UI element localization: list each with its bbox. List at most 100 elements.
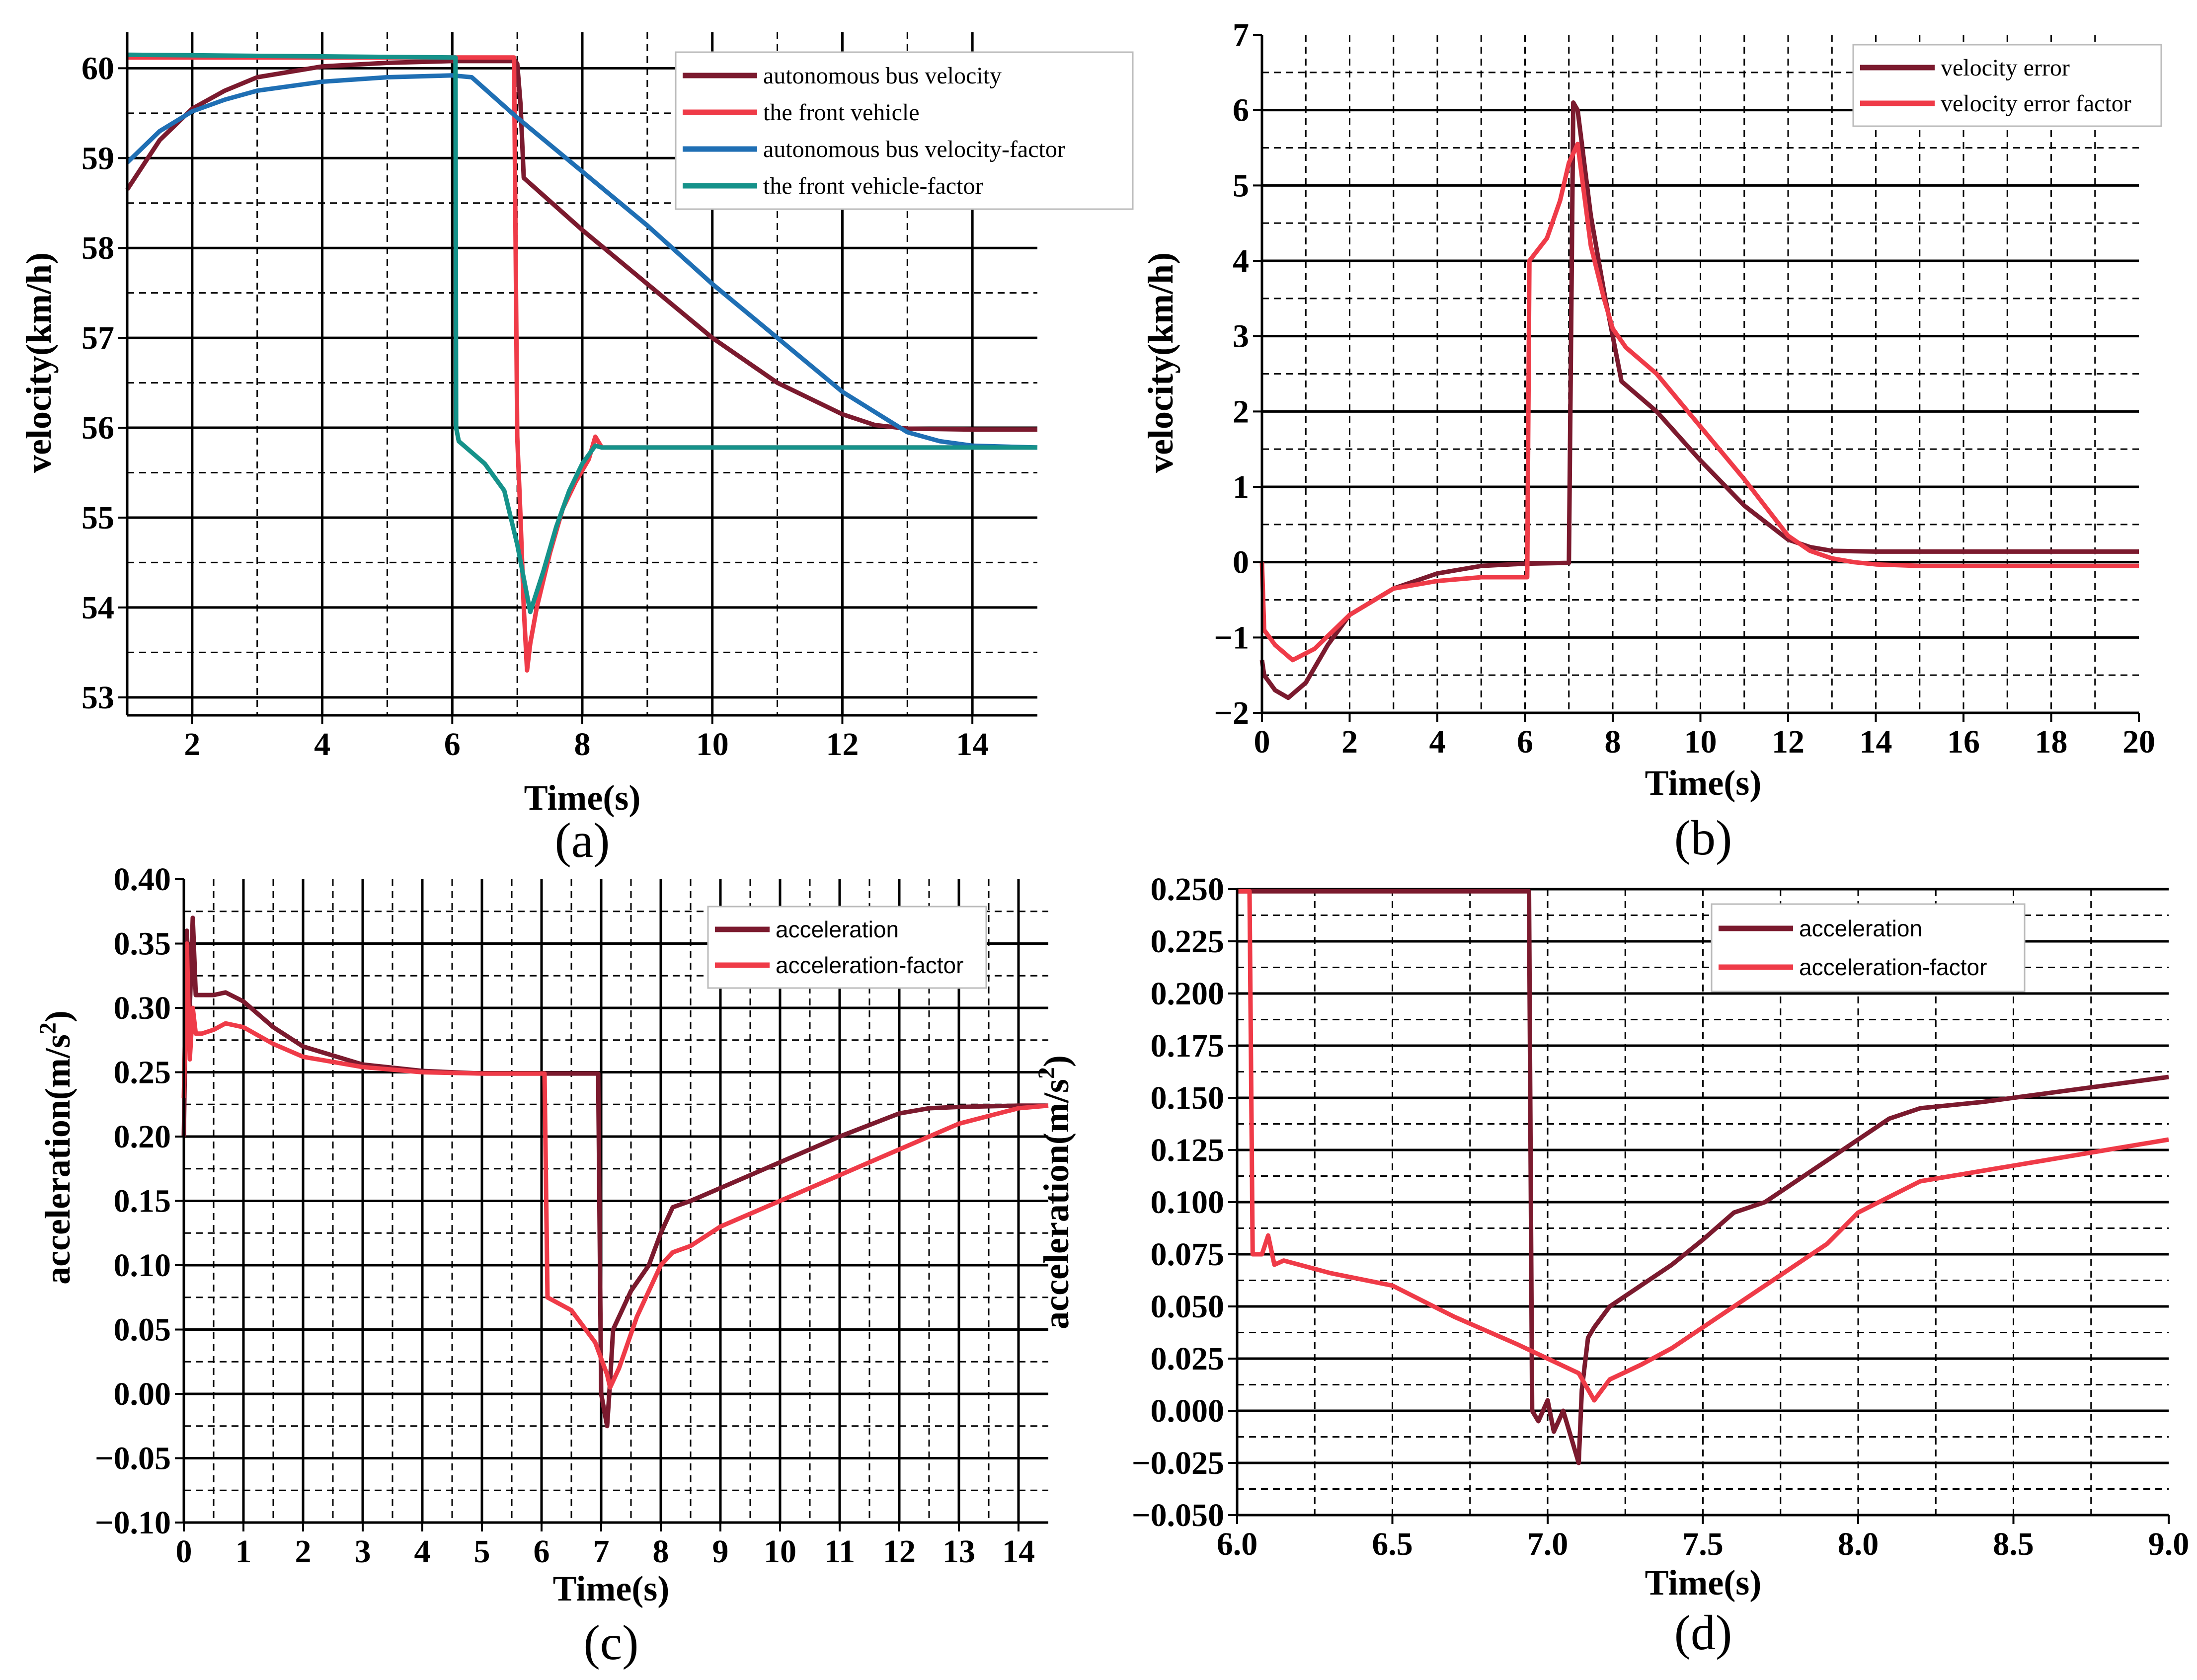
y-tick-label: −0.050 <box>1132 1497 1224 1533</box>
series-line-1 <box>1237 889 2169 1465</box>
y-tick-label: 0.025 <box>1151 1341 1225 1377</box>
x-tick-label: 8 <box>1605 724 1621 760</box>
panel-c-series <box>181 916 1049 1429</box>
y-tick-label: 7 <box>1233 17 1249 53</box>
panel-c-ylabel: acceleration(m/s2) <box>35 1010 78 1285</box>
y-tick-label: 0.200 <box>1151 976 1225 1012</box>
y-tick-label: 0.30 <box>114 990 171 1026</box>
panel-b-ylabel: velocity(km/h) <box>1141 252 1180 473</box>
series-line-2 <box>1237 889 2169 1403</box>
x-tick-label: 13 <box>942 1533 975 1570</box>
x-tick-label: 5 <box>474 1533 490 1570</box>
y-tick-label: 2 <box>1233 393 1249 430</box>
legend-label-2: the front vehicle <box>763 99 920 126</box>
x-tick-label: 8.0 <box>1838 1526 1879 1562</box>
x-tick-label: 0 <box>1254 724 1270 760</box>
x-tick-label: 14 <box>1002 1533 1035 1570</box>
panel-c-legend: acceleration acceleration-factor <box>707 906 987 989</box>
y-tick-label: 53 <box>81 680 114 716</box>
y-tick-label: 0.125 <box>1151 1132 1225 1168</box>
x-tick-label: 8 <box>653 1533 669 1570</box>
panel-c-ylabel-sup: 2 <box>35 1022 61 1034</box>
panel-a-tick-labels: 2 4 6 8 10 12 14 53 54 55 56 57 58 59 60 <box>81 50 989 763</box>
panel-d-caption: (d) <box>1674 1605 1732 1660</box>
series-line-3 <box>125 73 1038 450</box>
panel-c-ylabel-end: ) <box>38 1010 78 1022</box>
x-tick-label: 4 <box>314 726 330 763</box>
x-tick-label: 6 <box>1517 724 1533 760</box>
legend-label-1: acceleration <box>1799 916 1922 941</box>
panel-d-ylabel-end: ) <box>1036 1055 1076 1067</box>
x-tick-label: 20 <box>2122 724 2155 760</box>
x-tick-label: 2 <box>184 726 200 763</box>
y-tick-label: −0.10 <box>95 1505 171 1541</box>
x-tick-label: 0 <box>176 1533 192 1570</box>
y-tick-label: −1 <box>1214 619 1249 656</box>
x-tick-label: 10 <box>1684 724 1717 760</box>
panel-a-series <box>125 52 1038 673</box>
x-tick-label: 18 <box>2035 724 2068 760</box>
x-tick-label: 3 <box>355 1533 371 1570</box>
y-tick-label: 0.250 <box>1151 871 1225 908</box>
y-tick-label: 3 <box>1233 318 1249 355</box>
panel-d-legend: acceleration acceleration-factor <box>1711 903 2026 993</box>
x-tick-label: 2 <box>295 1533 312 1570</box>
y-tick-label: 0.100 <box>1151 1184 1225 1221</box>
series-line-2 <box>181 941 1049 1390</box>
legend-label-2: acceleration-factor <box>1799 954 1987 980</box>
panel-a-xlabel: Time(s) <box>524 778 641 818</box>
panel-d-ylabel: acceleration(m/s2) <box>1033 1055 1076 1329</box>
y-tick-label: 0.35 <box>114 926 171 962</box>
panel-c-xlabel: Time(s) <box>553 1569 670 1608</box>
x-tick-label: 8 <box>574 726 591 763</box>
x-tick-label: 2 <box>1341 724 1358 760</box>
x-tick-label: 14 <box>956 726 989 763</box>
panel-d-ylabel-sup: 2 <box>1033 1067 1060 1079</box>
y-tick-label: 60 <box>81 50 114 86</box>
legend-label-4: the front vehicle-factor <box>763 173 983 199</box>
y-tick-label: 0.15 <box>114 1183 171 1220</box>
y-tick-label: 1 <box>1233 469 1249 505</box>
x-tick-label: 7 <box>593 1533 610 1570</box>
x-tick-label: 12 <box>883 1533 916 1570</box>
x-tick-label: 16 <box>1947 724 1980 760</box>
legend-label-1: autonomous bus velocity <box>763 63 1002 89</box>
x-tick-label: 12 <box>1772 724 1805 760</box>
series-line-1 <box>125 59 1037 432</box>
panel-b-xlabel: Time(s) <box>1645 763 1762 803</box>
x-tick-label: 6 <box>444 726 461 763</box>
x-tick-label: 1 <box>235 1533 252 1570</box>
panel-c-caption: (c) <box>584 1615 639 1670</box>
y-tick-label: 5 <box>1233 167 1249 204</box>
y-tick-label: 0.050 <box>1151 1289 1225 1325</box>
legend-box <box>675 51 1134 210</box>
x-tick-label: 11 <box>824 1533 855 1570</box>
y-tick-label: 0.175 <box>1151 1028 1225 1064</box>
legend-box <box>707 906 987 989</box>
panel-b-grid <box>1262 35 2139 713</box>
panel-a-legend: autonomous bus velocity the front vehicle… <box>675 51 1134 210</box>
x-tick-label: 12 <box>826 726 859 763</box>
x-tick-label: 4 <box>414 1533 431 1570</box>
x-tick-label: 7.0 <box>1527 1526 1569 1562</box>
panel-c-tick-labels: 0 1 2 3 4 5 6 7 8 9 10 11 12 13 14−0.10−0.050.000.050.… <box>95 861 1035 1570</box>
y-tick-label: 0.225 <box>1151 923 1225 960</box>
panel-b-legend: velocity error velocity error factor <box>1852 44 2162 127</box>
y-tick-label: 0.25 <box>114 1055 171 1091</box>
panel-c-chart: 0 1 2 3 4 5 6 7 8 9 10 11 12 13 14−0.10−0.050.000.050.… <box>35 861 1049 1670</box>
panel-d-series <box>1237 889 2169 1465</box>
y-tick-label: 6 <box>1233 92 1249 129</box>
x-tick-label: 8.5 <box>1993 1526 2034 1562</box>
y-tick-label: 56 <box>81 410 114 446</box>
panel-c-grid <box>184 879 1048 1523</box>
y-tick-label: 4 <box>1233 243 1249 279</box>
y-tick-label: −0.05 <box>95 1441 171 1477</box>
panel-b-series <box>1259 100 2139 700</box>
y-tick-label: 0.075 <box>1151 1236 1225 1273</box>
legend-box <box>1852 44 2162 127</box>
x-tick-label: 4 <box>1429 724 1446 760</box>
y-tick-label: 54 <box>81 590 114 626</box>
y-tick-label: 0.150 <box>1151 1080 1225 1116</box>
y-tick-label: 55 <box>81 500 114 536</box>
